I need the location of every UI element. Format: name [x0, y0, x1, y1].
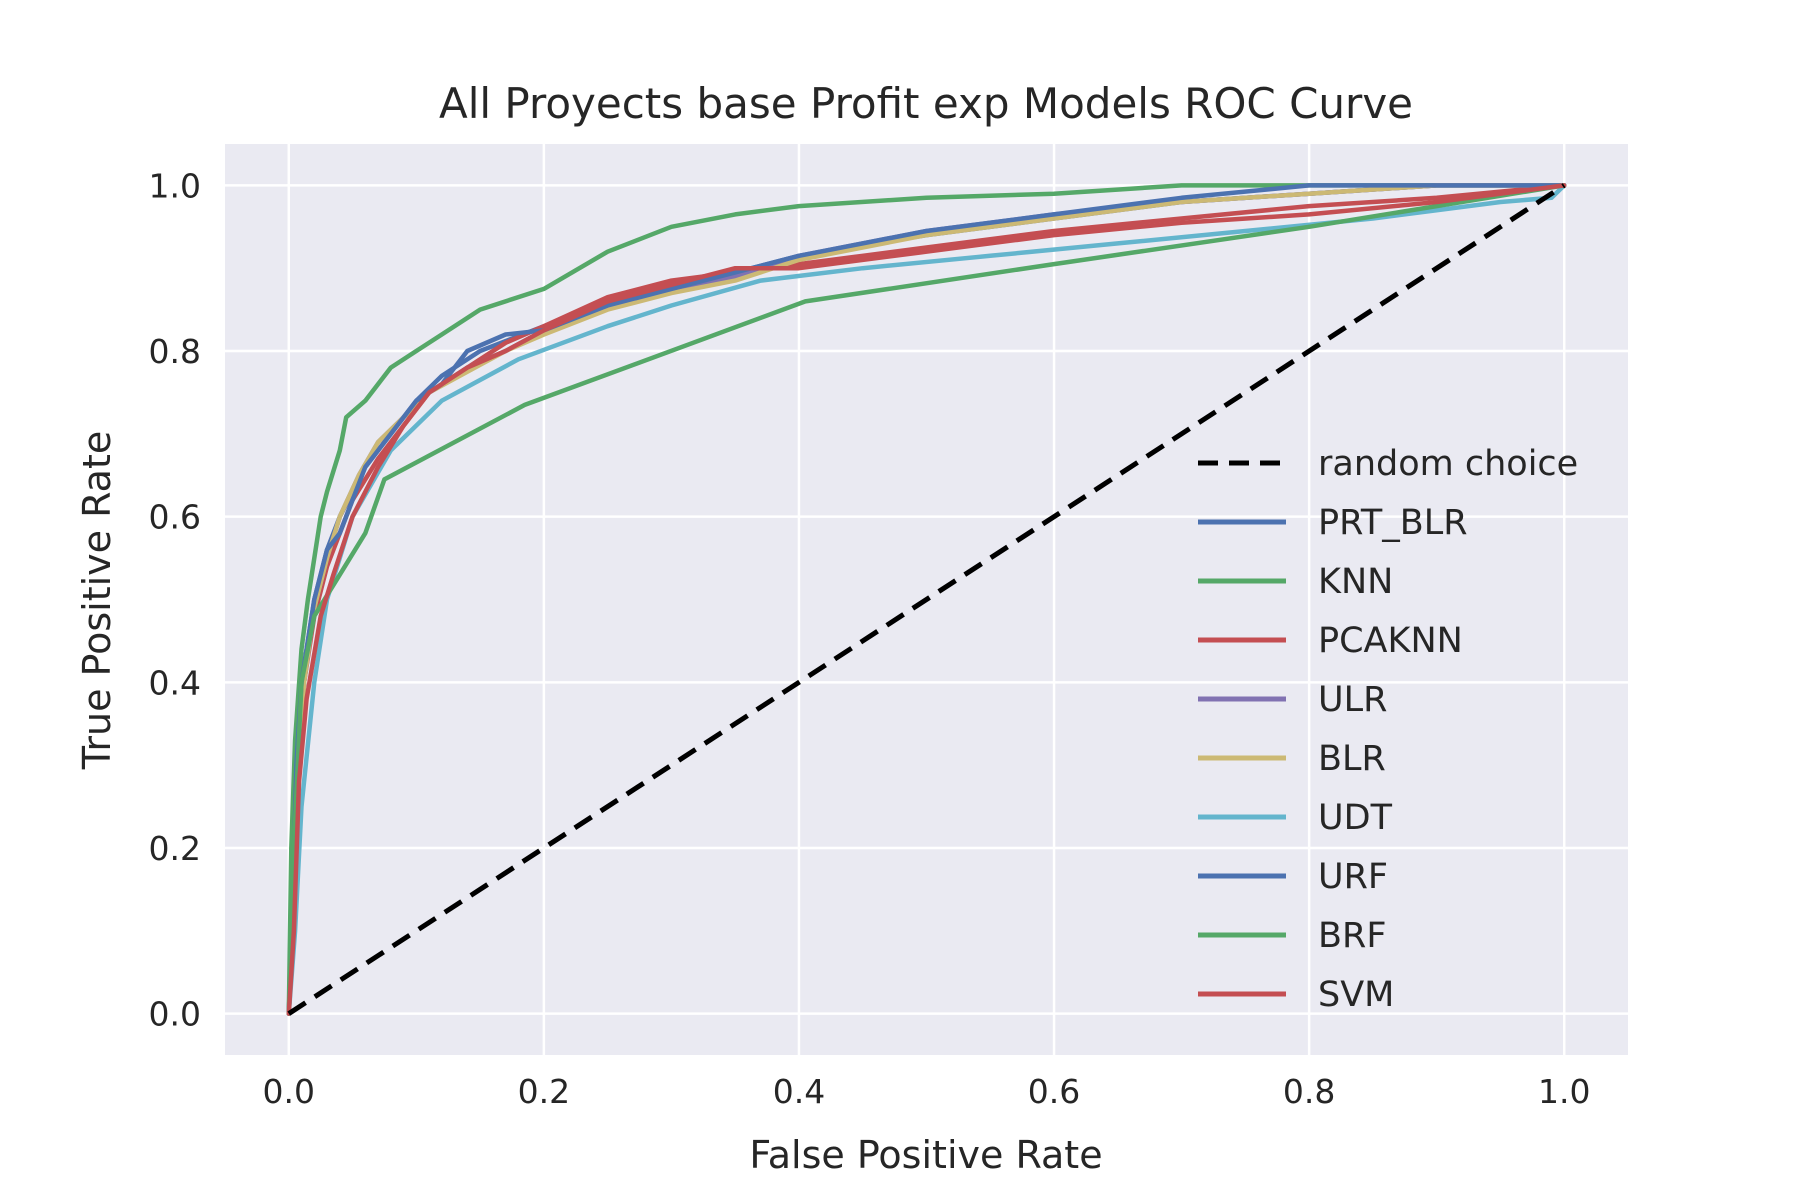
series-line-knn: [286, 183, 1567, 1016]
y-tick-label: 0.6: [149, 498, 201, 537]
grid-lines: [225, 144, 1628, 1055]
x-tick-label: 0.0: [263, 1072, 315, 1111]
x-axis-label: False Positive Rate: [749, 1133, 1102, 1177]
series-line-urf: [286, 183, 1567, 1016]
legend-label: BLR: [1318, 739, 1386, 779]
legend-label: random choice: [1318, 444, 1578, 484]
legend-label: ULR: [1318, 680, 1387, 720]
x-tick-label: 0.2: [518, 1072, 570, 1111]
y-tick-label: 0.4: [149, 663, 201, 702]
y-tick-label: 0.8: [149, 332, 201, 371]
legend-label: KNN: [1318, 562, 1393, 602]
x-tick-labels: 0.0 0.2 0.4 0.6 0.8 1.0: [263, 1072, 1591, 1111]
series-line-random-choice: [287, 183, 1566, 1016]
x-tick-label: 0.8: [1283, 1072, 1335, 1111]
series-lines: [286, 183, 1567, 1016]
y-tick-label: 0.2: [149, 829, 201, 868]
legend-label: SVM: [1318, 975, 1394, 1015]
chart-title: All Proyects base Profit exp Models ROC …: [439, 79, 1413, 128]
x-tick-label: 0.6: [1028, 1072, 1080, 1111]
y-tick-label: 1.0: [149, 166, 201, 205]
y-tick-label: 0.0: [149, 995, 201, 1034]
legend-label: BRF: [1318, 916, 1386, 956]
x-tick-label: 1.0: [1538, 1072, 1590, 1111]
series-line-svm: [286, 183, 1567, 1016]
x-tick-label: 0.4: [773, 1072, 825, 1111]
series-line-brf: [286, 183, 1567, 1016]
legend-label: UDT: [1318, 798, 1393, 838]
y-tick-labels: 0.0 0.2 0.4 0.6 0.8 1.0: [149, 166, 201, 1033]
y-axis-label: True Positive Rate: [75, 431, 119, 771]
legend-label: PCAKNN: [1318, 621, 1463, 661]
legend-label: URF: [1318, 857, 1388, 897]
legend-label: PRT_BLR: [1318, 503, 1468, 543]
legend: random choice PRT_BLR KNN PCAKNN ULR BLR UDT UR…: [1198, 444, 1578, 1015]
